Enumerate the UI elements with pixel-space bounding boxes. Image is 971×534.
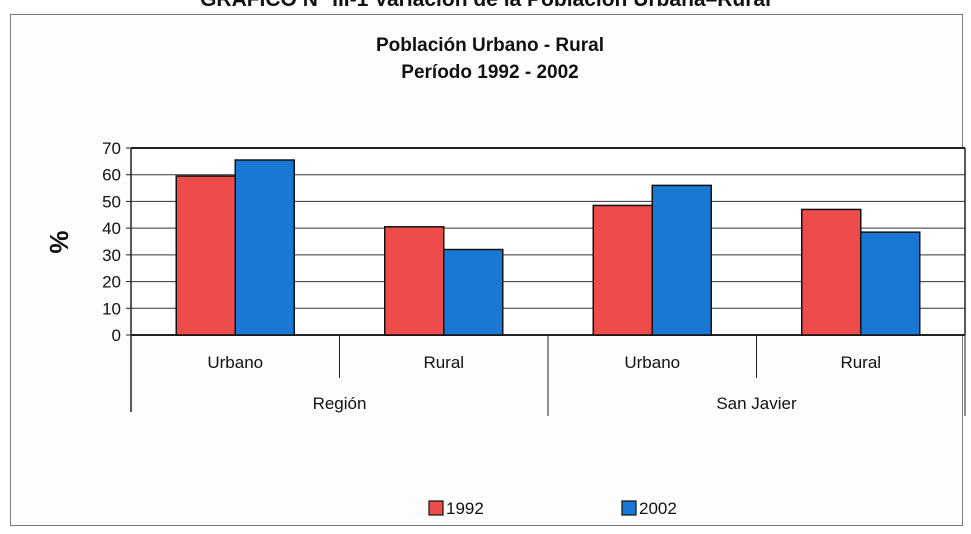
x-group-label: San Javier xyxy=(716,394,797,413)
legend-swatch-2002 xyxy=(621,500,637,516)
legend-label-1992: 1992 xyxy=(446,499,484,518)
legend-label-2002: 2002 xyxy=(639,499,677,518)
y-tick-label: 70 xyxy=(102,139,121,158)
x-category-label: Urbano xyxy=(207,353,263,372)
bar-1992-rural xyxy=(384,226,445,336)
bar-2002-rural xyxy=(860,231,921,336)
bar-1992-urbano xyxy=(592,204,653,336)
y-tick-label: 40 xyxy=(102,219,121,238)
y-tick-label: 0 xyxy=(112,326,121,345)
x-category-label: Urbano xyxy=(624,353,680,372)
plot-area: 0 10 20 30 40 50 60 70 Urbano Rural Urbano Rural Reg… xyxy=(102,139,966,518)
chart-subtitle: Período 1992 - 2002 xyxy=(401,62,578,83)
x-category-label: Rural xyxy=(840,353,881,372)
bar-1992-urbano xyxy=(175,175,236,336)
chart-title: Población Urbano - Rural xyxy=(376,35,604,56)
y-tick-label: 20 xyxy=(102,273,121,292)
y-tick-label: 50 xyxy=(102,192,121,211)
bar-2002-urbano xyxy=(234,159,295,336)
legend-swatch-1992 xyxy=(428,500,444,516)
page-heading: GRAFICO N° III-1 Variación de la Poblaci… xyxy=(0,0,971,12)
bar-2002-rural xyxy=(443,248,504,336)
y-tick-label: 60 xyxy=(102,166,121,185)
x-group-label: Región xyxy=(313,394,367,413)
y-tick-label: 30 xyxy=(102,246,121,265)
bar-2002-urbano xyxy=(651,184,712,336)
y-axis-label: % xyxy=(44,230,74,253)
y-tick-label: 10 xyxy=(102,299,121,318)
x-category-label: Rural xyxy=(423,353,464,372)
bar-1992-rural xyxy=(801,208,862,336)
